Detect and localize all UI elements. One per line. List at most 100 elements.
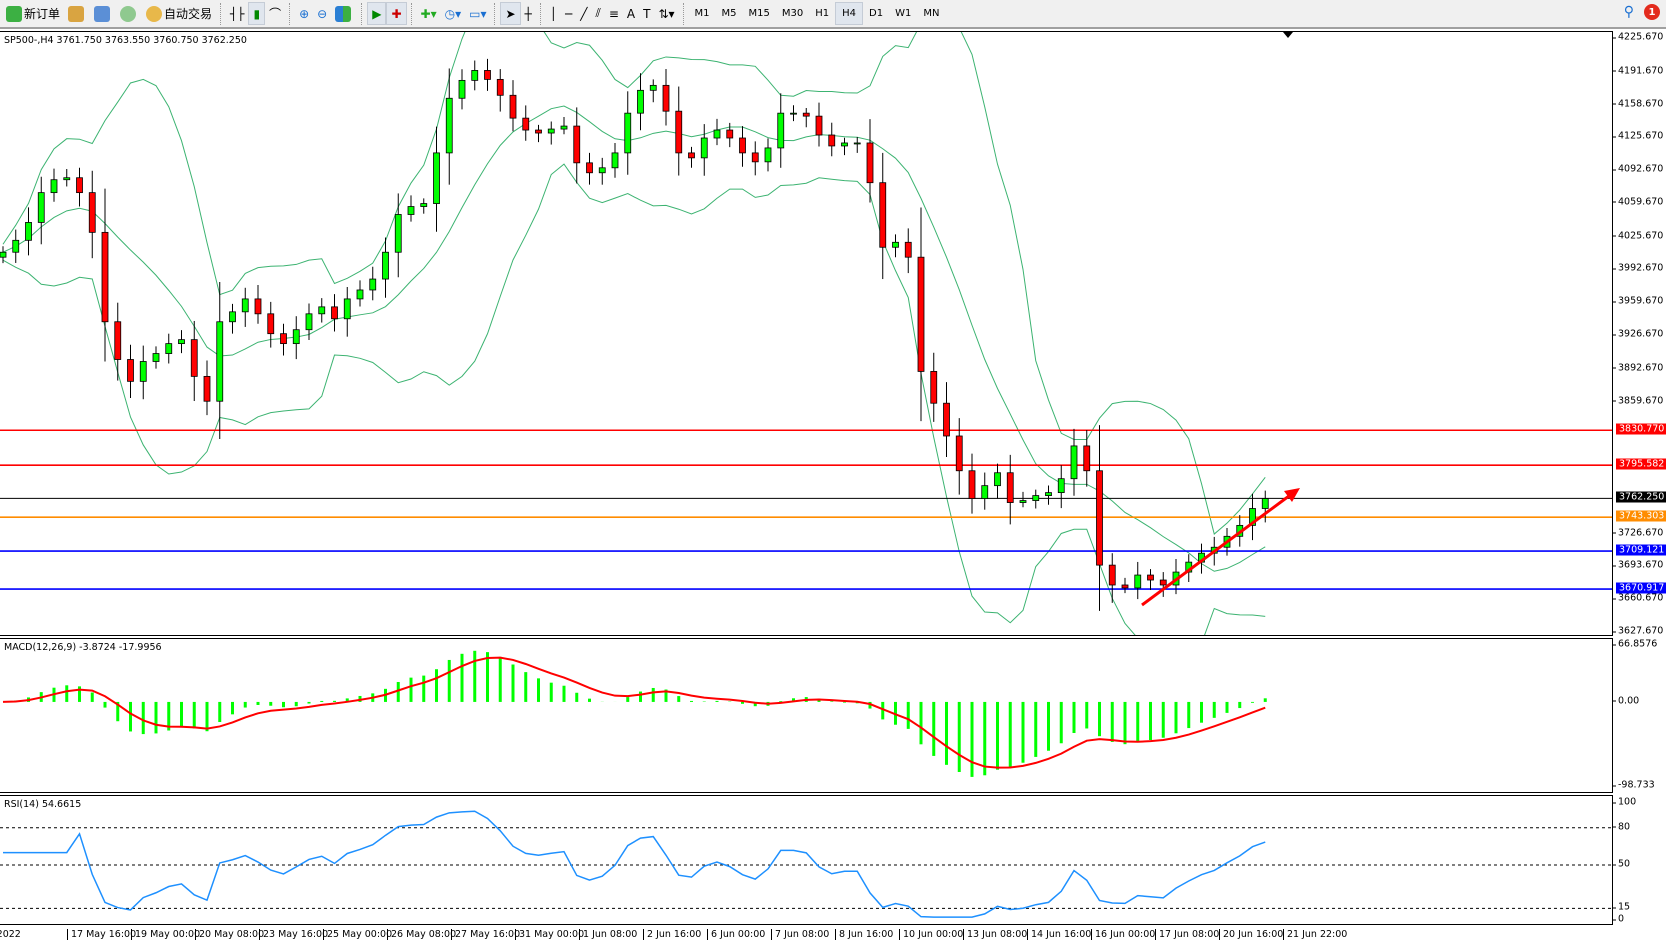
macd-histogram-bar [1123,701,1127,745]
macd-histogram-bar [498,656,502,702]
candle-bear [1006,472,1014,503]
crosshair-button[interactable]: ┼ [521,2,536,25]
market-watch-button[interactable] [64,2,90,25]
timeframe-h1[interactable]: H1 [815,8,830,19]
navigator-icon [94,5,111,22]
trendline-button[interactable]: ╱ [576,2,591,25]
macd-histogram-bar [90,692,94,702]
candle-bull [63,177,71,181]
candle-bear [254,298,262,315]
timeframe-m1[interactable]: M1 [694,8,710,19]
candle-bull [165,343,173,354]
text-label-icon: T [643,6,651,21]
timeframe-m5[interactable]: M5 [721,8,737,19]
candle-bull [0,251,7,258]
candle-bear [815,115,823,136]
macd-histogram-bar [1047,701,1050,751]
bar-chart-button[interactable]: ┤├ [226,2,248,25]
candle-bear [688,152,695,159]
macd-histogram-bar [626,697,630,702]
macd-histogram-bar [1034,701,1038,757]
candle-bull [1019,500,1027,503]
rsi-tick: 15 [1612,901,1631,913]
chart-shift-button[interactable]: ✚ [386,2,407,25]
macd-histogram-bar [1238,701,1242,709]
templates-button[interactable]: ▭▾ [465,2,490,25]
timeframe-m15[interactable]: M15 [748,8,770,19]
macd-histogram-bar [180,701,183,728]
timeframe-mn[interactable]: MN [923,8,940,19]
cursor-button[interactable]: ➤ [500,2,521,25]
candle-bear [675,110,683,154]
notification-badge[interactable]: 1 [1644,4,1660,20]
price-axis: 3830.770 3795.582 3762.250 3743.303 3709.121… [1612,31,1666,637]
candle-bull [624,112,632,154]
candle-bull [892,241,899,248]
candle-bull [1032,495,1040,501]
rsi-panel[interactable]: RSI(14) 54.6615 [0,795,1613,925]
candle-bear [1108,564,1116,586]
line-chart-button[interactable]: ⌒ [265,2,285,25]
candle-bear [1159,579,1167,586]
price-chart[interactable]: SP500-,H4 3761.750 3763.550 3760.750 376… [0,31,1613,636]
text-button[interactable]: A [623,2,639,25]
time-label: 16 Jun 00:00 [1091,929,1155,940]
fibonacci-button[interactable]: ⫽ [591,2,604,25]
navigator-button[interactable] [90,2,116,25]
timeframe-w1[interactable]: W1 [895,8,912,19]
timeframe-d1[interactable]: D1 [869,8,884,19]
macd-histogram-bar [129,701,132,732]
bar-chart-icon: ┤├ [230,6,245,21]
price-tick: 3926.670 [1612,328,1664,340]
search-icon[interactable]: ⚲ [1623,4,1634,20]
text-label-button[interactable]: T [639,2,654,25]
candle-bull [216,321,224,402]
candle-bull [649,84,657,91]
macd-histogram-bar [243,701,247,708]
candle-bull [471,70,479,81]
templates-icon: ▭▾ [469,6,487,21]
timeframe-bar: M1 M5 M15 M30 H1 H4 D1 W1 MN [689,2,946,25]
separator [494,2,496,25]
indicators-button[interactable]: ✚▾ [417,2,441,25]
macd-histogram-bar [307,701,311,704]
macd-histogram-bar [231,701,234,715]
macd-histogram-bar [1212,701,1216,718]
auto-scroll-button[interactable]: ▶ [367,2,387,25]
candle-bear [76,177,83,194]
macd-canvas [2,650,1267,777]
macd-histogram-bar [511,664,515,702]
signals-button[interactable] [116,2,142,25]
price-tick: 3959.670 [1612,295,1664,307]
macd-histogram-bar [651,687,655,702]
candle-bear [522,117,530,131]
candlestick-button[interactable]: ▮ [248,2,266,25]
macd-histogram-bar [167,701,171,731]
arrows-button[interactable]: ⇅▾ [654,2,678,25]
candle-bear [802,112,810,117]
vertical-line-button[interactable]: │ [546,2,561,25]
zoom-out-button[interactable]: ⊖ [313,2,331,25]
macd-histogram-bar [524,672,528,702]
candle-bull [700,137,708,159]
cursor-icon: ➤ [505,6,516,21]
macd-histogram-bar [906,701,910,729]
time-label: 25 May 00:00 [323,929,392,940]
auto-trading-button[interactable]: 自动交易 [142,2,216,25]
new-order-button[interactable]: 新订单 [2,2,64,25]
time-label: 19 May 00:00 [131,929,200,940]
timeframe-m30[interactable]: M30 [781,8,804,19]
zoom-in-button[interactable]: ⊕ [295,2,313,25]
channel-button[interactable]: ≡ [605,2,623,25]
candle-bull [841,142,848,147]
horizontal-line-button[interactable]: ─ [561,2,576,25]
horizontal-line-icon: ─ [565,6,573,21]
candle-bear [203,375,211,402]
candle-bull [229,311,236,323]
timeframe-h4[interactable]: H4 [835,2,864,25]
periods-button[interactable]: ◷▾ [441,2,466,25]
bollinger-lower [2,163,1266,635]
macd-panel[interactable]: MACD(12,26,9) -3.8724 -17.9956 [0,638,1613,793]
macd-histogram-bar [345,698,349,702]
tile-windows-button[interactable] [331,2,357,25]
